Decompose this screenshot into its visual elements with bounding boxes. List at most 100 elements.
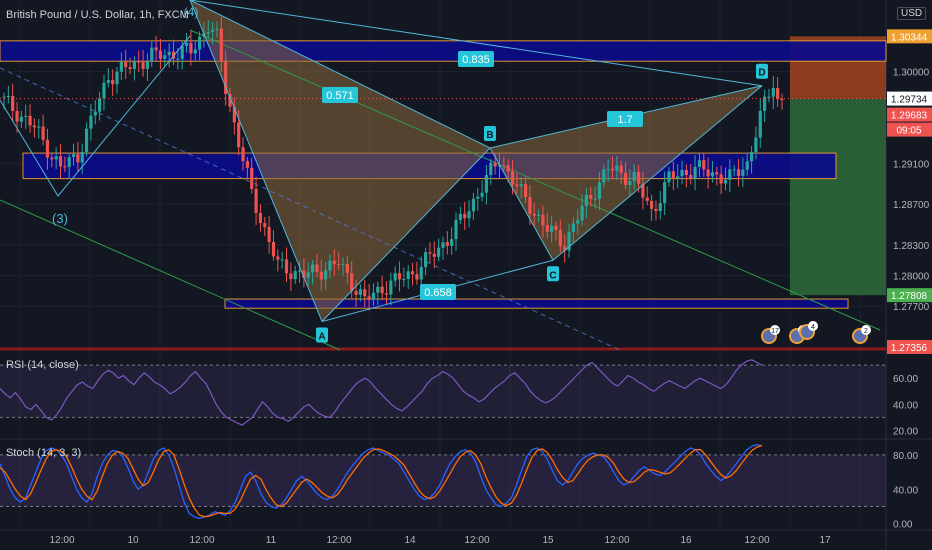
- pattern-leg-xa: [189, 0, 323, 322]
- price-badge-low: [887, 340, 932, 354]
- candle-body: [663, 182, 667, 204]
- candle-body: [771, 88, 775, 97]
- price-badge-label-low: 1.27356: [891, 343, 928, 354]
- price-badge-label-countdown: 09:05: [896, 126, 921, 137]
- candle-body: [332, 260, 336, 265]
- candle-body: [467, 211, 471, 219]
- candle-body: [763, 96, 767, 111]
- candle-body: [258, 213, 263, 224]
- pattern-point-c: C: [549, 270, 556, 281]
- ratio-label-xa-d: 0.835: [462, 54, 490, 66]
- candle-body: [684, 169, 688, 176]
- candle-body: [389, 280, 393, 295]
- candle-body: [345, 263, 349, 274]
- candle-body: [419, 266, 423, 280]
- candle-body: [667, 171, 671, 183]
- stoch-d-line: [0, 444, 763, 518]
- candle-body: [576, 220, 580, 224]
- pattern-leg-xd: [189, 0, 763, 87]
- candle-body: [337, 264, 341, 266]
- pattern-lead-in: [0, 35, 191, 197]
- candle-body: [280, 259, 284, 261]
- candle-body: [350, 273, 354, 291]
- candle-body: [623, 172, 628, 185]
- candle-body: [11, 96, 15, 111]
- candle-body: [211, 29, 215, 32]
- candle-body: [306, 272, 310, 278]
- candle-body: [15, 110, 19, 122]
- candle-body: [84, 128, 89, 152]
- channel-line-lower: [0, 199, 341, 351]
- candle-body: [189, 42, 193, 54]
- candle-body: [310, 264, 315, 273]
- candle-body: [758, 110, 762, 138]
- candle-body: [184, 42, 189, 46]
- price-badge-label-last: 1.29683: [891, 111, 928, 122]
- pattern-point-box: [316, 327, 328, 343]
- candle-body: [715, 172, 719, 175]
- candle-body: [710, 172, 715, 177]
- candle-body: [324, 270, 328, 280]
- candle-body: [589, 194, 593, 199]
- candle-body: [115, 71, 119, 85]
- zone-upper: [0, 40, 887, 62]
- candle-body: [54, 156, 58, 160]
- candle-body: [250, 167, 254, 189]
- ratio-box: [607, 111, 643, 127]
- candle-body: [458, 213, 462, 220]
- candle-body: [2, 96, 6, 98]
- candle-body: [376, 286, 380, 293]
- candle-body: [445, 242, 449, 246]
- time-tick: 14: [404, 535, 416, 546]
- candle-body: [541, 214, 545, 226]
- pattern-triangle-xab: [190, 0, 490, 322]
- event-count-badge: [861, 325, 871, 335]
- candle-body: [506, 165, 510, 172]
- candle-body: [658, 203, 662, 212]
- candle-body: [119, 61, 123, 72]
- candle-body: [493, 162, 497, 167]
- candle-body: [680, 169, 684, 177]
- candle-body: [410, 271, 415, 275]
- candle-body: [602, 169, 606, 183]
- candle-body: [523, 184, 528, 198]
- stoch-tick: 80.00: [893, 451, 918, 462]
- candle-body: [28, 115, 32, 126]
- candle-body: [697, 160, 702, 168]
- rsi-tick: 20.00: [893, 426, 918, 437]
- price-badge-countdown: [887, 122, 932, 137]
- candle-body: [584, 194, 589, 206]
- candle-body: [406, 271, 410, 280]
- candle-body: [597, 182, 602, 199]
- candle-body: [428, 252, 432, 254]
- candle-body: [432, 253, 436, 257]
- price-badge-current: [887, 91, 932, 106]
- ratio-box: [322, 87, 358, 103]
- time-tick: 12:00: [189, 535, 214, 546]
- time-tick: 12:00: [464, 535, 489, 546]
- candle-body: [484, 175, 489, 193]
- ratio-label-bc-d: 1.7: [617, 114, 632, 126]
- candle-body: [276, 256, 280, 260]
- rsi-tick: 40.00: [893, 400, 918, 411]
- pattern-leg-bc: [489, 147, 554, 261]
- candle-body: [571, 223, 575, 233]
- candle-body: [245, 161, 249, 168]
- candle-body: [545, 225, 549, 232]
- price-badge-label-stop: 1.30344: [891, 32, 928, 43]
- candle-body: [636, 172, 641, 184]
- candle-body: [645, 197, 649, 201]
- candle-body: [363, 289, 367, 297]
- candle-body: [228, 93, 232, 107]
- candle-body: [371, 292, 376, 300]
- pattern-point-box: [756, 63, 768, 79]
- event-count-badge: [808, 321, 818, 331]
- candle-body: [63, 166, 67, 168]
- time-tick: 15: [542, 535, 554, 546]
- channel-line-upper: [189, 29, 881, 331]
- candle-body: [745, 161, 749, 170]
- pattern-point-box: [547, 266, 559, 282]
- candle-body: [19, 116, 23, 122]
- currency-badge[interactable]: USD: [897, 7, 927, 20]
